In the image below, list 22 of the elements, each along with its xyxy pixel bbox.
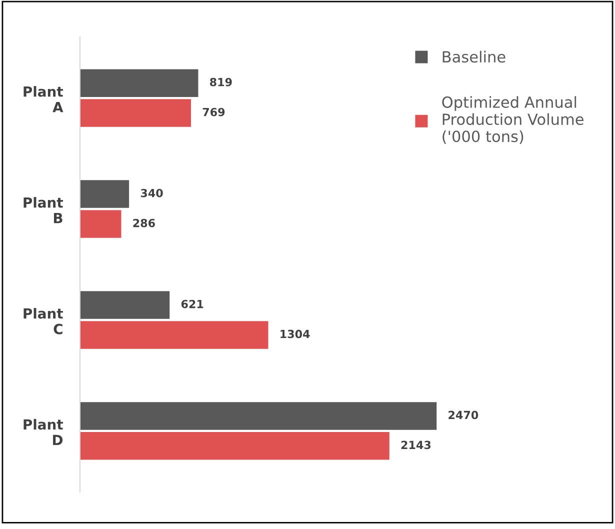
data-label: 286 — [133, 218, 155, 228]
bar — [80, 180, 130, 208]
y-tick-label: Plant A — [24, 86, 64, 112]
bar — [80, 99, 191, 127]
data-label: 2143 — [401, 440, 431, 450]
y-tick-label: Plant C — [24, 308, 63, 334]
data-label: 621 — [181, 300, 204, 308]
bar — [80, 210, 122, 238]
data-label: 769 — [202, 108, 225, 116]
data-label: 340 — [140, 188, 163, 198]
legend-label: Baseline — [442, 50, 506, 63]
y-tick-label: Plant D — [24, 418, 63, 446]
bar — [80, 432, 390, 460]
y-tick-label: Plant B — [24, 197, 63, 224]
data-label: 819 — [210, 78, 232, 86]
bar — [80, 291, 170, 319]
bar — [80, 69, 198, 97]
bar — [80, 402, 437, 430]
data-label: 2470 — [448, 410, 478, 420]
data-label: 1304 — [280, 330, 310, 338]
legend-label: Optimized Annual Production Volume ('000 tons) — [442, 96, 584, 144]
bar — [80, 321, 268, 349]
